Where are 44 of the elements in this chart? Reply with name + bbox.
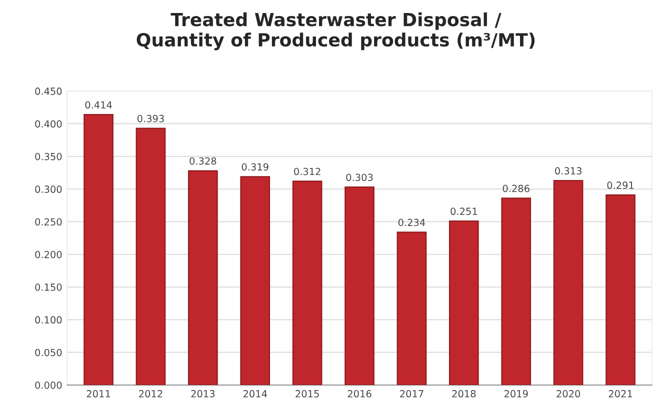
data-label: 0.328: [190, 157, 216, 165]
x-tick-label: 2014: [243, 390, 267, 398]
y-tick-label: 0.400: [35, 120, 62, 128]
y-tick-label: 0.050: [35, 348, 62, 356]
data-label: 0.319: [242, 163, 268, 171]
bar: [501, 198, 532, 386]
bar: [292, 180, 322, 386]
y-tick-label: 0.250: [35, 218, 62, 226]
bar: [84, 114, 114, 386]
bar: [136, 128, 166, 386]
x-tick-label: 2013: [191, 390, 215, 398]
chart-title: Treated Wasterwaster Disposal / Quantity of Produced products (m³/MT): [136, 12, 535, 50]
y-tick-label: 0.000: [35, 382, 62, 389]
data-label: 0.286: [502, 184, 530, 192]
data-label: 0.251: [450, 208, 477, 216]
data-label: 0.312: [294, 168, 320, 176]
x-tick-label: 2012: [139, 390, 162, 398]
data-label: 0.393: [137, 114, 164, 122]
bar: [240, 176, 270, 386]
x-tick-label: 2018: [452, 390, 476, 398]
data-label: 0.291: [607, 182, 634, 189]
bar: [606, 194, 636, 386]
data-label: 0.313: [555, 167, 582, 175]
x-tick-label: 2016: [348, 390, 372, 398]
y-tick-label: 0.450: [35, 88, 62, 95]
y-tick-label: 0.150: [35, 284, 62, 291]
x-tick-label: 2017: [400, 390, 424, 398]
data-label: 0.414: [85, 101, 112, 109]
data-label: 0.303: [346, 174, 373, 182]
bar: [449, 220, 479, 386]
data-label: 0.234: [398, 218, 426, 226]
x-tick-label: 2015: [296, 390, 319, 398]
bar: [188, 170, 218, 386]
x-tick-label: 2011: [86, 390, 110, 398]
y-tick-label: 0.200: [35, 250, 62, 258]
x-tick-label: 2021: [608, 390, 632, 398]
x-tick-label: 2020: [556, 390, 580, 398]
bar: [344, 186, 374, 386]
y-tick-label: 0.350: [35, 152, 62, 160]
bar: [553, 180, 584, 386]
y-tick-label: 0.300: [35, 186, 62, 193]
bar: [396, 232, 427, 386]
x-tick-label: 2019: [504, 390, 528, 398]
y-tick-label: 0.100: [35, 316, 62, 324]
